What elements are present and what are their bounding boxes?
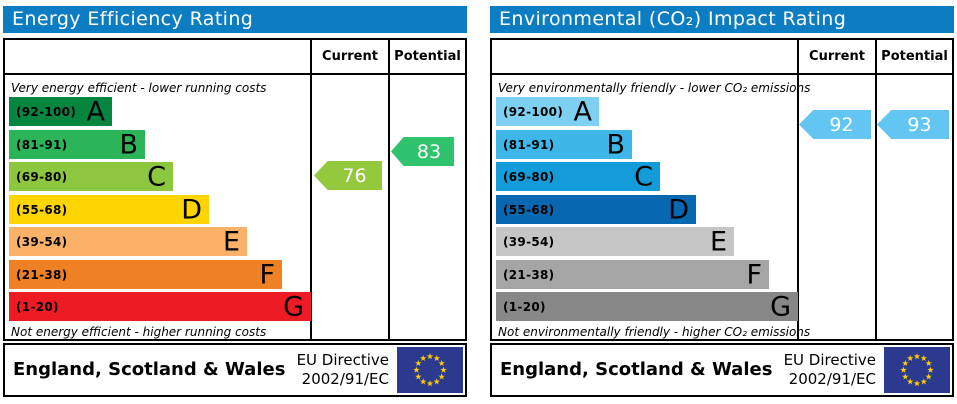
band-range: (21-38) — [503, 267, 555, 282]
current-rating-arrow: 92 — [799, 110, 871, 139]
band-letter: A — [573, 96, 592, 127]
band-row-d: (55-68) D — [496, 195, 696, 224]
band-letter: G — [283, 291, 304, 322]
region-label: England, Scotland & Wales — [13, 359, 286, 380]
footer: England, Scotland & Wales EU Directive 2… — [3, 343, 467, 397]
eu-flag-icon — [397, 347, 463, 393]
band-letter: B — [606, 129, 625, 160]
eu-flag-icon — [884, 347, 950, 393]
band-range: (1-20) — [503, 299, 546, 314]
band-row-a: (92-100) A — [9, 97, 112, 126]
rating-table: Current Potential Very environmentally f… — [490, 38, 954, 341]
eu-directive-line2: 2002/91/EC — [788, 370, 876, 388]
band-range: (39-54) — [503, 234, 555, 249]
band-letter: C — [147, 161, 166, 192]
band-range: (81-91) — [503, 137, 555, 152]
band-row-f: (21-38) F — [9, 260, 282, 289]
column-divider — [875, 40, 877, 339]
panel-title: Energy Efficiency Rating — [3, 6, 467, 33]
eu-directive-label: EU Directive 2002/91/EC — [297, 351, 389, 389]
eu-directive-line2: 2002/91/EC — [301, 370, 389, 388]
band-letter: F — [259, 259, 275, 290]
band-range: (39-54) — [16, 234, 68, 249]
current-column-header: Current — [322, 49, 378, 64]
band-letter: D — [668, 194, 689, 225]
column-divider — [388, 40, 390, 339]
band-letter: B — [119, 129, 138, 160]
energy-efficiency-panel: Energy Efficiency Rating Current Potenti… — [3, 0, 467, 398]
band-range: (55-68) — [16, 202, 68, 217]
column-divider — [310, 40, 312, 339]
band-range: (55-68) — [503, 202, 555, 217]
band-row-e: (39-54) E — [9, 227, 247, 256]
band-letter: F — [746, 259, 762, 290]
header-divider — [492, 73, 952, 75]
band-row-c: (69-80) C — [496, 162, 660, 191]
current-column-header: Current — [809, 49, 865, 64]
band-range: (69-80) — [16, 169, 68, 184]
band-letter: G — [770, 291, 791, 322]
footer: England, Scotland & Wales EU Directive 2… — [490, 343, 954, 397]
header-divider — [5, 73, 465, 75]
band-row-b: (81-91) B — [496, 130, 632, 159]
bottom-note: Not energy efficient - higher running co… — [11, 325, 267, 339]
band-row-g: (1-20) G — [9, 292, 311, 321]
rating-table: Current Potential Very energy efficient … — [3, 38, 467, 341]
band-letter: E — [222, 226, 240, 257]
potential-rating-value: 83 — [416, 140, 442, 163]
band-row-d: (55-68) D — [9, 195, 209, 224]
band-range: (21-38) — [16, 267, 68, 282]
environmental-impact-panel: Environmental (CO₂) Impact Rating Curren… — [490, 0, 954, 398]
eu-directive-line1: EU Directive — [296, 351, 389, 369]
band-range: (92-100) — [16, 104, 77, 119]
current-rating-value: 76 — [342, 164, 367, 187]
potential-rating-arrow: 93 — [877, 110, 949, 139]
band-range: (92-100) — [503, 104, 564, 119]
potential-rating-value: 93 — [907, 113, 932, 136]
column-divider — [797, 40, 799, 339]
potential-column-header: Potential — [881, 49, 948, 64]
band-range: (1-20) — [16, 299, 59, 314]
band-row-b: (81-91) B — [9, 130, 145, 159]
eu-directive-line1: EU Directive — [783, 351, 876, 369]
band-row-c: (69-80) C — [9, 162, 173, 191]
band-letter: C — [634, 161, 653, 192]
band-row-e: (39-54) E — [496, 227, 734, 256]
bottom-note: Not environmentally friendly - higher CO… — [498, 325, 811, 339]
potential-rating-arrow: 83 — [391, 137, 454, 166]
band-range: (69-80) — [503, 169, 555, 184]
band-range: (81-91) — [16, 137, 68, 152]
potential-column-header: Potential — [394, 49, 461, 64]
current-rating-value: 92 — [829, 113, 854, 136]
region-label: England, Scotland & Wales — [500, 359, 773, 380]
panel-title: Environmental (CO₂) Impact Rating — [490, 6, 954, 33]
top-note: Very energy efficient - lower running co… — [11, 81, 267, 95]
band-row-f: (21-38) F — [496, 260, 769, 289]
band-letter: A — [86, 96, 105, 127]
band-letter: E — [709, 226, 727, 257]
band-row-a: (92-100) A — [496, 97, 599, 126]
current-rating-arrow: 76 — [314, 161, 382, 190]
band-row-g: (1-20) G — [496, 292, 798, 321]
top-note: Very environmentally friendly - lower CO… — [498, 81, 811, 95]
eu-directive-label: EU Directive 2002/91/EC — [784, 351, 876, 389]
band-letter: D — [181, 194, 202, 225]
